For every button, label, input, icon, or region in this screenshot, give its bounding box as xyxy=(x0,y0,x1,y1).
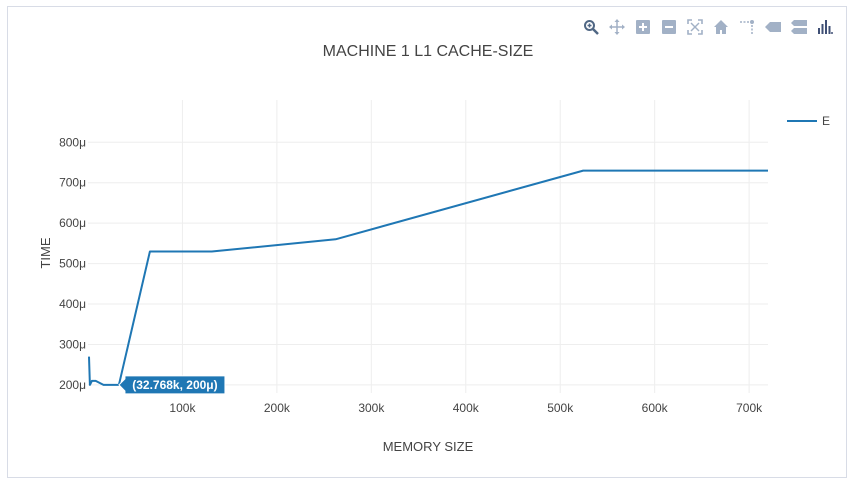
pan-icon xyxy=(609,19,625,35)
plotly-logo-icon xyxy=(818,20,833,34)
spike-lines-button[interactable] xyxy=(738,18,756,36)
x-tick-label: 300k xyxy=(358,401,385,415)
reset-axes-icon xyxy=(714,20,728,34)
x-tick-label: 200k xyxy=(264,401,291,415)
hover-closest-button[interactable] xyxy=(764,18,782,36)
chart-title: MACHINE 1 L1 CACHE-SIZE xyxy=(323,43,534,60)
reset-axes-button[interactable] xyxy=(712,18,730,36)
zoom-button[interactable] xyxy=(582,18,600,36)
y-tick-label: 300μ xyxy=(59,337,86,351)
x-tick-label: 400k xyxy=(453,401,480,415)
plotly-logo-button[interactable] xyxy=(816,18,834,36)
zoom-in-icon xyxy=(636,20,650,34)
zoom-out-icon xyxy=(662,20,676,34)
y-tick-label: 600μ xyxy=(59,216,86,230)
hover-layer: (32.768k, 200μ) xyxy=(118,375,226,395)
zoom-icon xyxy=(584,20,599,35)
y-tick-labels: 200μ 300μ 400μ 500μ 600μ 700μ 800μ xyxy=(59,135,86,392)
y-tick-label: 500μ xyxy=(59,257,86,271)
zoom-in-button[interactable] xyxy=(634,18,652,36)
y-tick-label: 200μ xyxy=(59,378,86,392)
autoscale-icon xyxy=(687,19,703,35)
x-tick-label: 500k xyxy=(547,401,574,415)
spike-lines-icon xyxy=(740,20,754,34)
series-line-e[interactable] xyxy=(88,169,768,386)
hover-label-box xyxy=(118,375,226,395)
x-tick-label: 700k xyxy=(736,401,763,415)
y-tick-label: 800μ xyxy=(59,135,86,149)
pan-button[interactable] xyxy=(608,18,626,36)
x-tick-labels: 100k 200k 300k 400k 500k 600k 700k xyxy=(169,401,763,415)
y-tick-label: 700μ xyxy=(59,176,86,190)
x-axis-title: MEMORY SIZE xyxy=(383,439,474,454)
autoscale-button[interactable] xyxy=(686,18,704,36)
hover-label-text: (32.768k, 200μ) xyxy=(132,378,217,392)
x-tick-label: 100k xyxy=(169,401,196,415)
legend-label[interactable]: E xyxy=(822,114,830,128)
chart-frame xyxy=(7,6,847,478)
y-tick-label: 400μ xyxy=(59,297,86,311)
hover-compare-button[interactable] xyxy=(790,18,808,36)
x-tick-label: 600k xyxy=(642,401,669,415)
y-axis-title: TIME xyxy=(38,237,53,268)
zoom-out-button[interactable] xyxy=(660,18,678,36)
modebar xyxy=(582,17,834,37)
hover-closest-icon xyxy=(765,22,781,32)
series-layer[interactable] xyxy=(88,169,768,386)
y-gridlines xyxy=(88,141,768,386)
legend[interactable]: E xyxy=(787,114,830,128)
hover-compare-icon xyxy=(791,20,807,34)
